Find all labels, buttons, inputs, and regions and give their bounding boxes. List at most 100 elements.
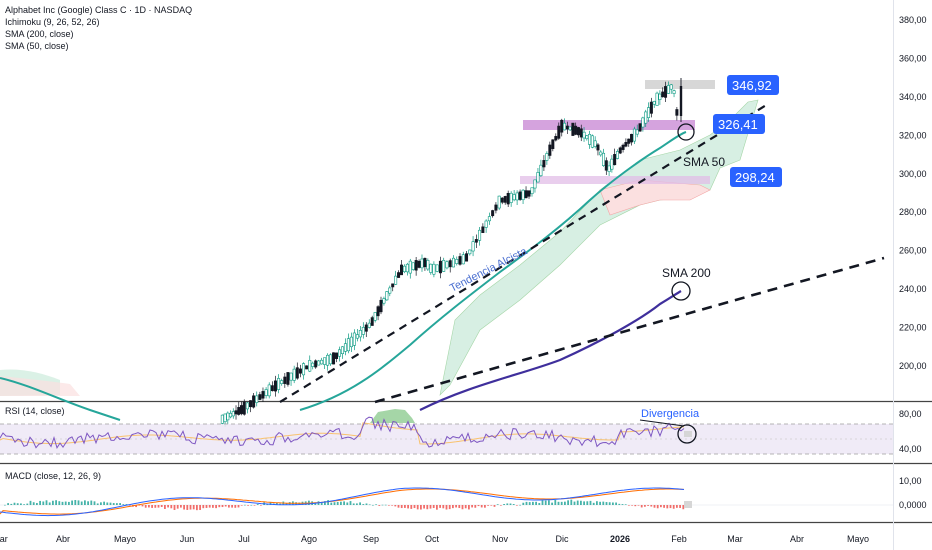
macd-bar (640, 505, 643, 508)
candle (417, 260, 421, 268)
candle (391, 283, 395, 288)
macd-bar (397, 505, 400, 508)
candle (286, 372, 290, 385)
macd-bar (420, 505, 422, 510)
x-tick-label: Abr (56, 534, 70, 544)
candle (494, 204, 498, 211)
candle (438, 260, 442, 274)
candle (242, 401, 246, 415)
macd-bar (432, 505, 435, 509)
macd-bar (352, 503, 355, 505)
macd-bar (388, 505, 390, 506)
svg-text:40,00: 40,00 (899, 444, 922, 454)
candle (582, 131, 586, 139)
macd-bar (557, 501, 560, 505)
macd-bar (77, 500, 80, 505)
macd-bar (96, 503, 99, 505)
macd-bar (180, 505, 182, 508)
macd-bar (362, 504, 365, 505)
x-tick-label: Feb (671, 534, 687, 544)
macd-bar (7, 503, 9, 505)
candle (458, 256, 462, 265)
macd-bar (544, 500, 547, 505)
macd-bar (663, 505, 665, 508)
x-tick-label: Dic (556, 534, 569, 544)
macd-bar (391, 505, 393, 506)
y-tick-label: 200,00 (899, 361, 927, 371)
macd-bar (496, 504, 499, 505)
macd-bar (343, 501, 345, 505)
price-axis: 380,00 360,00 340,00 320,00 300,00 280,00 260,… (899, 15, 927, 371)
macd-bar (605, 502, 608, 505)
macd-bar (154, 505, 157, 508)
candle (367, 322, 371, 328)
macd-bar (71, 500, 73, 505)
macd-panel (0, 487, 893, 517)
candle (548, 144, 552, 156)
price-level-labels: 346,92 326,41 298,24 (713, 75, 782, 187)
macd-bar (160, 505, 163, 507)
candle (632, 128, 636, 142)
macd-bar (624, 504, 627, 505)
macd-bar (602, 501, 605, 505)
candle (599, 151, 603, 156)
macd-bar (656, 505, 659, 509)
candle (624, 142, 628, 147)
macd-bar (356, 503, 358, 505)
macd-bar (586, 501, 589, 505)
candle (579, 128, 583, 138)
macd-bar (682, 505, 685, 510)
candle (399, 264, 403, 276)
macd-bar (621, 504, 624, 505)
macd-bar (330, 502, 333, 505)
candle (305, 365, 309, 370)
macd-bar (484, 505, 486, 508)
y-tick-label: 240,00 (899, 284, 927, 294)
candle (435, 264, 439, 272)
rsi-panel: Divergencia (0, 408, 893, 455)
candle (533, 179, 537, 189)
macd-bar (560, 501, 563, 505)
macd-bar (138, 505, 141, 506)
macd-axis: 10,00 0,0000 (899, 476, 927, 510)
candle (604, 160, 608, 171)
macd-bar (676, 505, 678, 508)
macd-bar (4, 504, 6, 506)
macd-bar (477, 505, 480, 507)
macd-bar (221, 505, 224, 508)
macd-bar (666, 505, 669, 509)
macd-bar (394, 505, 397, 507)
candle (343, 343, 347, 352)
price-box-298: 298,24 (730, 167, 782, 187)
candle (234, 410, 238, 415)
macd-bar (541, 500, 544, 505)
candle (509, 192, 513, 203)
candle (429, 263, 433, 273)
macd-bar (327, 500, 329, 505)
y-tick-label: 320,00 (899, 130, 927, 140)
candle (669, 84, 673, 90)
rsi-line (0, 416, 685, 449)
macd-bar (61, 501, 64, 505)
candle (382, 298, 386, 304)
macd-bar (429, 505, 432, 509)
candle (515, 192, 519, 201)
macd-bar (346, 502, 349, 505)
svg-text:0,0000: 0,0000 (899, 500, 927, 510)
sma200-line (419, 290, 682, 411)
macd-bar (218, 505, 221, 508)
candle (557, 125, 561, 139)
rsi-axis: 80,00 40,00 (899, 409, 922, 454)
candle (358, 330, 362, 338)
macd-bar (112, 503, 115, 505)
candle (471, 241, 475, 252)
candle (252, 395, 256, 408)
divergence-label: Divergencia (641, 408, 700, 420)
ichimoku-cloud (0, 99, 759, 396)
macd-bar (167, 505, 169, 508)
macd-bar (615, 502, 617, 505)
macd-bar (29, 500, 32, 505)
macd-bar (55, 500, 57, 505)
